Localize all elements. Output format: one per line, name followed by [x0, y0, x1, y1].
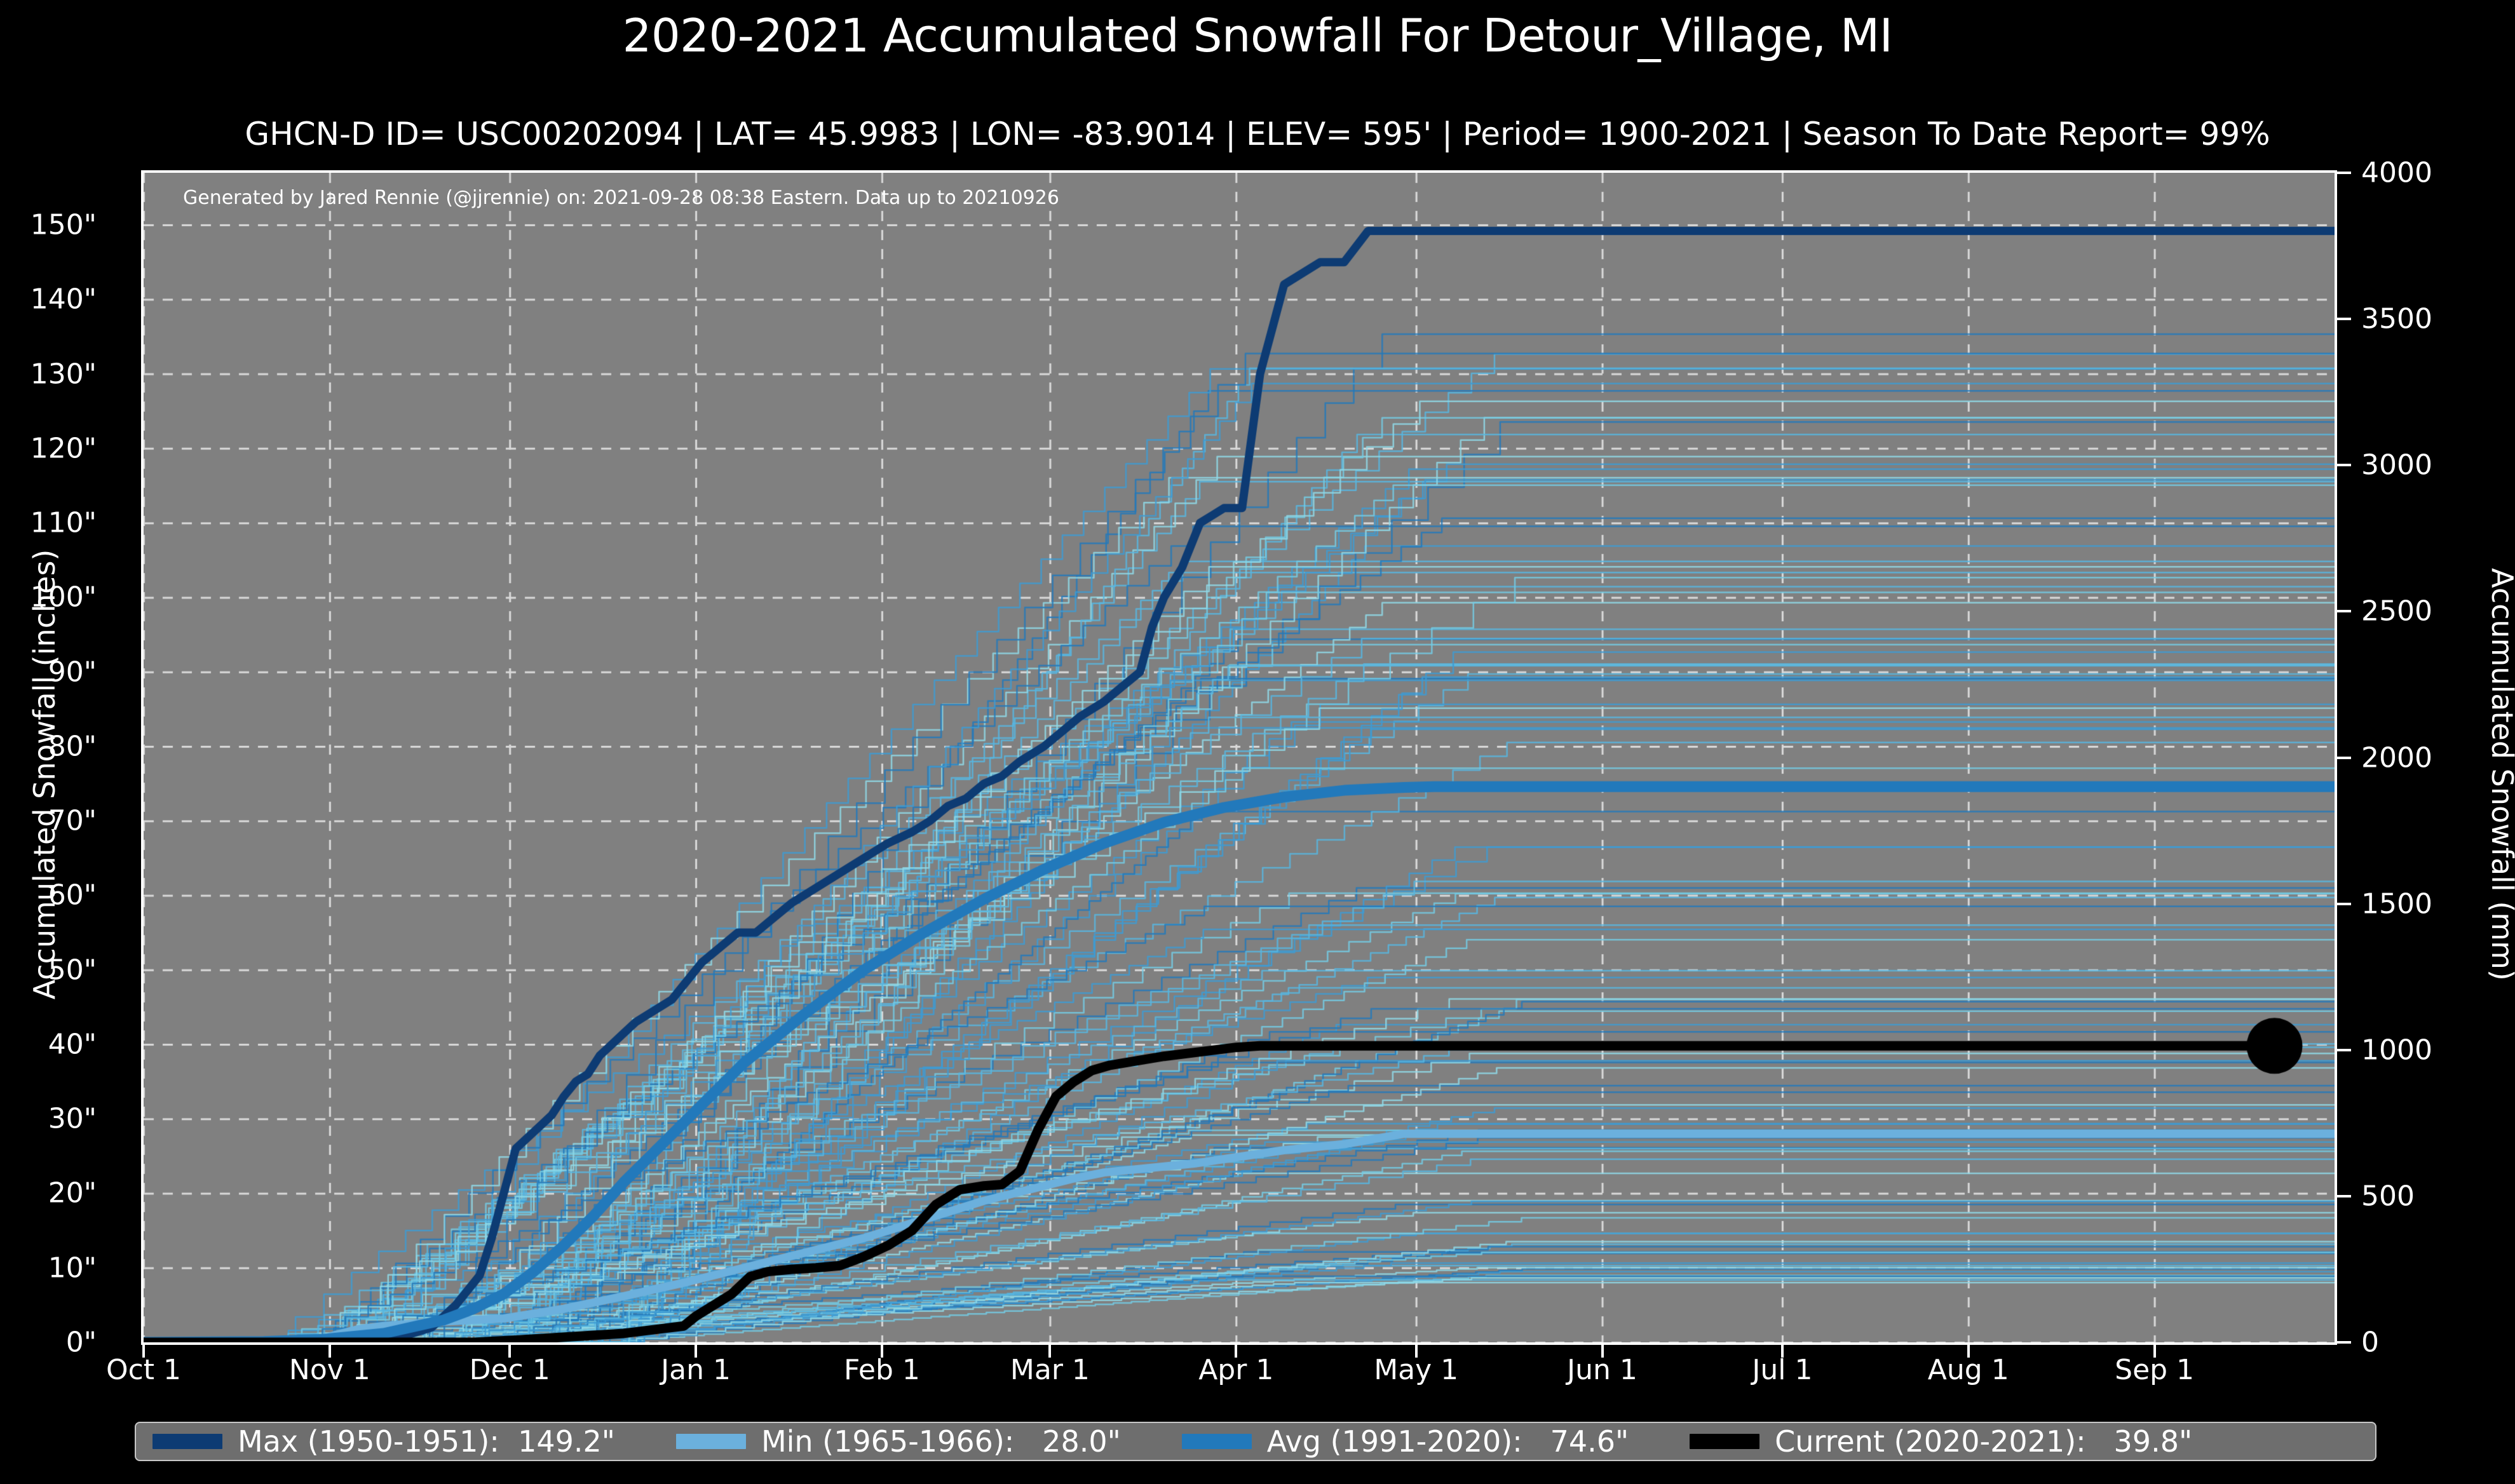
legend-swatch-max-series [153, 1434, 222, 1449]
y-tick-right: 2500 [2361, 595, 2432, 628]
y-tick-left: 80" [48, 730, 97, 763]
legend-label-current-series: Current (2020-2021): 39.8" [1775, 1424, 2193, 1459]
legend-swatch-avg-series [1181, 1434, 1252, 1449]
y-tick-mark-right [2337, 1341, 2351, 1344]
x-tick: Mar 1 [1010, 1354, 1090, 1386]
y-tick-left: 50" [48, 954, 97, 987]
chart-legend: Max (1950-1951): 149.2" Min (1965-1966): … [135, 1422, 2376, 1461]
chart-plot-canvas [144, 173, 2335, 1342]
x-tick-mark [1780, 1345, 1784, 1358]
legend-label-max-series: Max (1950-1951): 149.2" [238, 1424, 615, 1459]
x-tick-mark [1601, 1345, 1604, 1358]
legend-entry-min-series[interactable]: Min (1965-1966): 28.0" [675, 1424, 1121, 1459]
legend-label-avg-series: Avg (1991-2020): 74.6" [1266, 1424, 1629, 1459]
y-tick-mark-right [2337, 610, 2351, 613]
y-tick-left: 110" [30, 506, 97, 539]
x-tick: Apr 1 [1198, 1354, 1274, 1386]
y-tick-left: 0" [65, 1326, 97, 1359]
y-tick-left: 10" [48, 1251, 97, 1285]
y-tick-left: 150" [30, 208, 97, 241]
x-tick: Nov 1 [288, 1354, 370, 1386]
x-tick-mark [1235, 1345, 1238, 1358]
y-tick-right: 500 [2361, 1180, 2415, 1213]
y-tick-right: 4000 [2361, 156, 2432, 189]
y-tick-mark-right [2337, 756, 2351, 759]
y-tick-right: 3000 [2361, 449, 2432, 482]
x-tick-mark [142, 1345, 145, 1358]
y-tick-right: 1000 [2361, 1034, 2432, 1067]
x-tick-mark [1967, 1345, 1970, 1358]
legend-entry-max-series[interactable]: Max (1950-1951): 149.2" [153, 1424, 615, 1459]
legend-entry-current-series[interactable]: Current (2020-2021): 39.8" [1690, 1424, 2192, 1459]
y-tick-left: 130" [30, 358, 97, 391]
y-tick-left: 90" [48, 656, 97, 689]
y-axis-right-title: Accumulated Snowfall (mm) [2485, 568, 2515, 981]
y-tick-mark-right [2337, 1194, 2351, 1197]
legend-swatch-min-series [675, 1434, 746, 1449]
x-tick-mark [508, 1345, 512, 1358]
x-tick-mark [2153, 1345, 2156, 1358]
y-tick-left: 70" [48, 804, 97, 837]
x-tick-mark [880, 1345, 883, 1358]
y-tick-mark-right [2337, 318, 2351, 321]
y-tick-mark-right [2337, 1048, 2351, 1051]
legend-swatch-current-series [1690, 1434, 1760, 1449]
x-tick: Jan 1 [661, 1354, 731, 1386]
y-tick-mark-right [2337, 902, 2351, 905]
y-tick-right: 3500 [2361, 302, 2432, 335]
x-tick: Feb 1 [843, 1354, 920, 1386]
y-tick-left: 30" [48, 1102, 97, 1135]
x-tick: Jun 1 [1567, 1354, 1637, 1386]
x-tick-mark [328, 1345, 331, 1358]
page-title: 2020-2021 Accumulated Snowfall For Detou… [622, 9, 1893, 62]
y-tick-mark-right [2337, 464, 2351, 467]
legend-label-min-series: Min (1965-1966): 28.0" [761, 1424, 1121, 1459]
chart-subtitle: GHCN-D ID= USC00202094 | LAT= 45.9983 | … [245, 116, 2270, 152]
y-tick-right: 2000 [2361, 741, 2432, 774]
x-tick: Sep 1 [2115, 1354, 2195, 1386]
x-tick-mark [1048, 1345, 1052, 1358]
y-tick-right: 0 [2361, 1326, 2379, 1359]
y-tick-left: 100" [30, 581, 97, 614]
y-tick-left: 120" [30, 432, 97, 465]
y-tick-left: 60" [48, 879, 97, 912]
x-tick: Jul 1 [1752, 1354, 1813, 1386]
x-tick-mark [695, 1345, 698, 1358]
legend-entry-avg-series[interactable]: Avg (1991-2020): 74.6" [1181, 1424, 1629, 1459]
y-tick-left: 40" [48, 1028, 97, 1061]
x-tick: Dec 1 [469, 1354, 550, 1386]
y-tick-left: 140" [30, 283, 97, 316]
y-tick-right: 1500 [2361, 887, 2432, 921]
y-tick-left: 20" [48, 1177, 97, 1210]
y-tick-mark-right [2337, 172, 2351, 174]
x-tick: Aug 1 [1927, 1354, 2009, 1386]
x-tick-mark [1414, 1345, 1418, 1358]
credit-annotation: Generated by Jared Rennie (@jjrennie) on… [183, 187, 1059, 209]
x-tick: Oct 1 [105, 1354, 182, 1386]
x-tick: May 1 [1374, 1354, 1459, 1386]
